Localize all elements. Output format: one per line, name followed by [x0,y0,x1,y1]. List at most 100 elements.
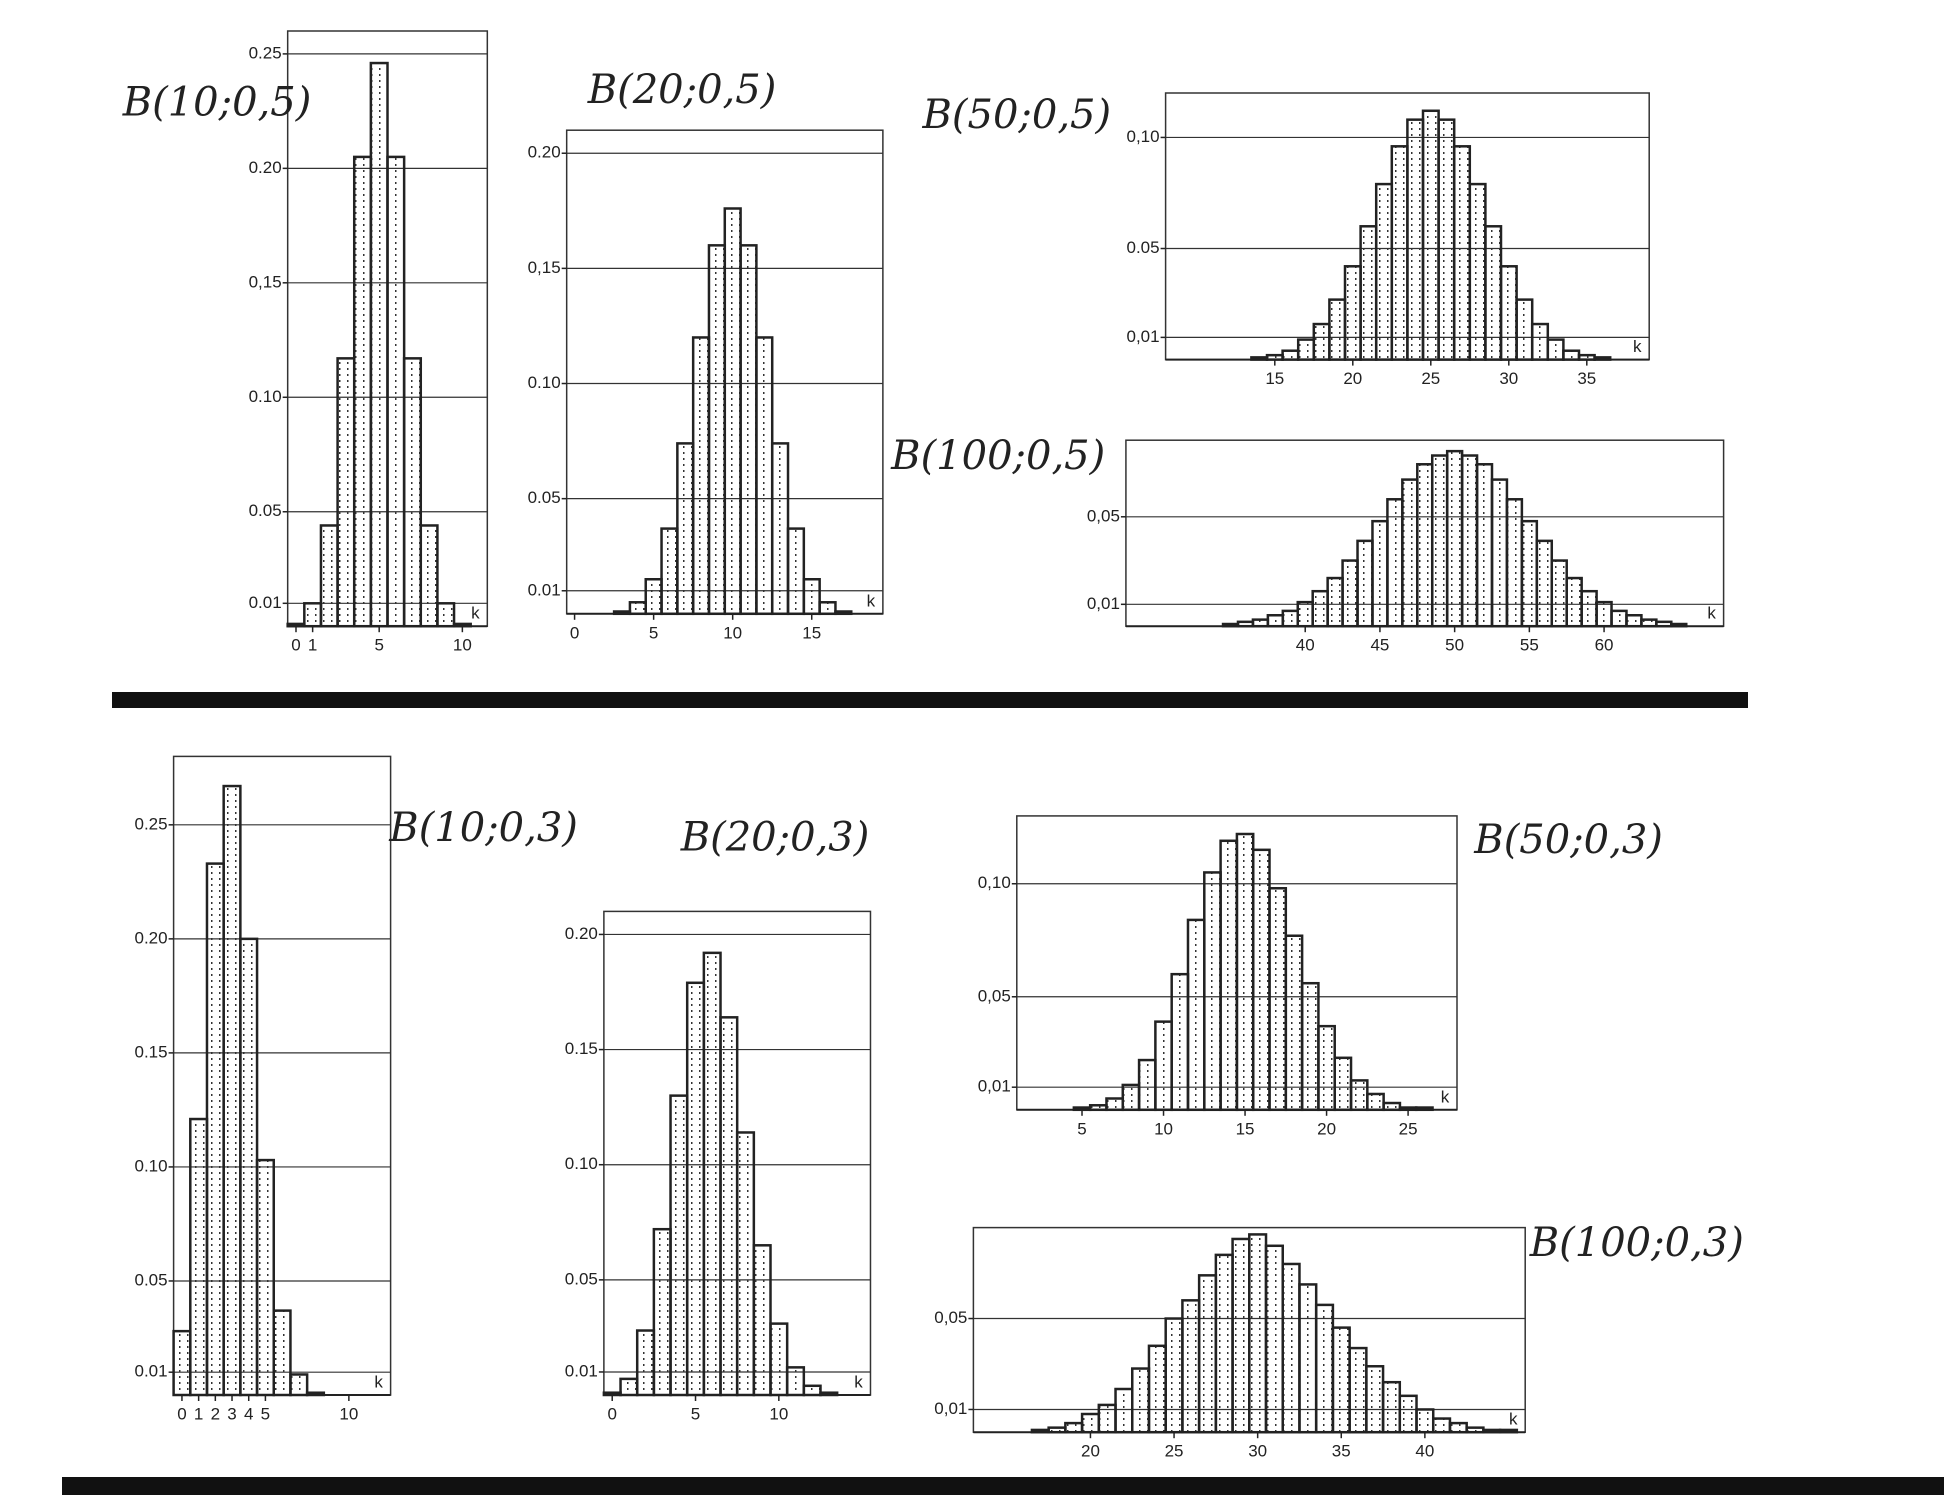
bar [205,862,225,1397]
bar [1248,1233,1268,1434]
bar [1371,519,1389,628]
bar [1365,1365,1385,1434]
bar [1499,265,1518,361]
bar [1181,1299,1201,1434]
bar [1431,1417,1452,1434]
bar [172,1329,192,1397]
x-tick-label: 5 [649,623,658,642]
bar [1314,1303,1335,1434]
bar [1064,1421,1084,1434]
bar [402,357,423,628]
y-tick-label: 0.01 [565,1361,598,1380]
bar [1565,576,1583,628]
chart-title: B(20;0,5) [587,67,777,113]
y-tick-label: 0.20 [528,143,561,162]
bar [1235,832,1255,1112]
bar [1430,454,1449,628]
x-tick-label: 1 [194,1404,203,1423]
chart-title: B(10;0,3) [388,805,578,851]
bar [1281,609,1300,628]
bar [1484,225,1503,361]
bar [1251,848,1271,1112]
bar [752,1244,772,1397]
y-tick-label: 0.05 [565,1269,598,1288]
x-axis-label: k [854,1372,863,1391]
bar [1219,839,1239,1112]
bar [685,981,706,1397]
bar [1580,589,1598,628]
y-tick-label: 0,15 [528,258,561,277]
x-axis-label: k [1441,1087,1450,1106]
bar [336,357,356,628]
y-tick-label: 0.01 [528,580,561,599]
bar [707,244,727,616]
x-tick-label: 25 [1421,369,1440,388]
bar [1515,298,1534,361]
bar [1610,609,1628,628]
bar [1421,109,1440,361]
bar [1080,1412,1101,1434]
x-tick-label: 40 [1415,1442,1434,1461]
bar [1214,1253,1234,1434]
x-tick-label: 2 [211,1404,220,1423]
x-tick-label: 40 [1296,636,1315,655]
bar [1530,322,1550,361]
bar [802,578,821,616]
bar [419,524,439,628]
bar [239,937,259,1397]
x-tick-label: 1 [308,636,317,655]
bar [669,1094,689,1397]
bar [1366,1092,1385,1112]
bar [1625,614,1643,628]
bar [1281,349,1300,361]
bar [676,442,695,616]
bar [1298,1283,1318,1434]
y-tick-label: 0.05 [528,488,561,507]
bar [735,1131,756,1397]
bar [785,1366,806,1397]
bar [1312,322,1331,361]
x-tick-label: 3 [227,1404,236,1423]
x-tick-label: 10 [339,1404,358,1423]
bar [1490,478,1509,628]
y-tick-label: 0.05 [249,501,282,520]
y-tick-label: 0,10 [1127,127,1160,146]
y-tick-label: 0,05 [934,1308,967,1327]
x-tick-label: 0 [607,1404,616,1423]
bar [1131,1367,1151,1434]
bar [222,784,242,1397]
bar [1595,600,1613,628]
bar [1406,118,1425,361]
y-tick-label: 0,01 [978,1077,1011,1096]
y-tick-label: 0,01 [1087,594,1120,613]
x-tick-label: 10 [453,636,472,655]
bar [786,527,806,616]
y-tick-label: 0,10 [978,873,1011,892]
bar [628,601,647,616]
x-tick-label: 55 [1520,636,1539,655]
chart-title: B(20;0,3) [680,815,870,861]
y-tick-label: 0.05 [1127,238,1160,257]
bar [644,578,663,616]
y-tick-label: 0.10 [528,373,561,392]
bar [702,951,722,1397]
chart-title: B(100;0,5) [890,433,1105,479]
bar [303,602,323,628]
y-tick-label: 0.25 [135,814,168,833]
x-tick-label: 0 [291,636,300,655]
bar [723,207,742,616]
bar [1520,519,1539,628]
bar [272,1309,292,1397]
bar [769,1322,789,1397]
separator [112,692,1748,708]
bar [1356,539,1374,628]
bar [1505,498,1524,628]
bar [1445,449,1464,628]
x-tick-label: 35 [1577,369,1596,388]
bar [818,601,837,616]
x-tick-label: 4 [244,1404,253,1423]
bar [619,1377,639,1397]
x-axis-label: k [867,591,876,610]
y-tick-label: 0.25 [249,43,282,62]
y-tick-label: 0.20 [249,158,282,177]
